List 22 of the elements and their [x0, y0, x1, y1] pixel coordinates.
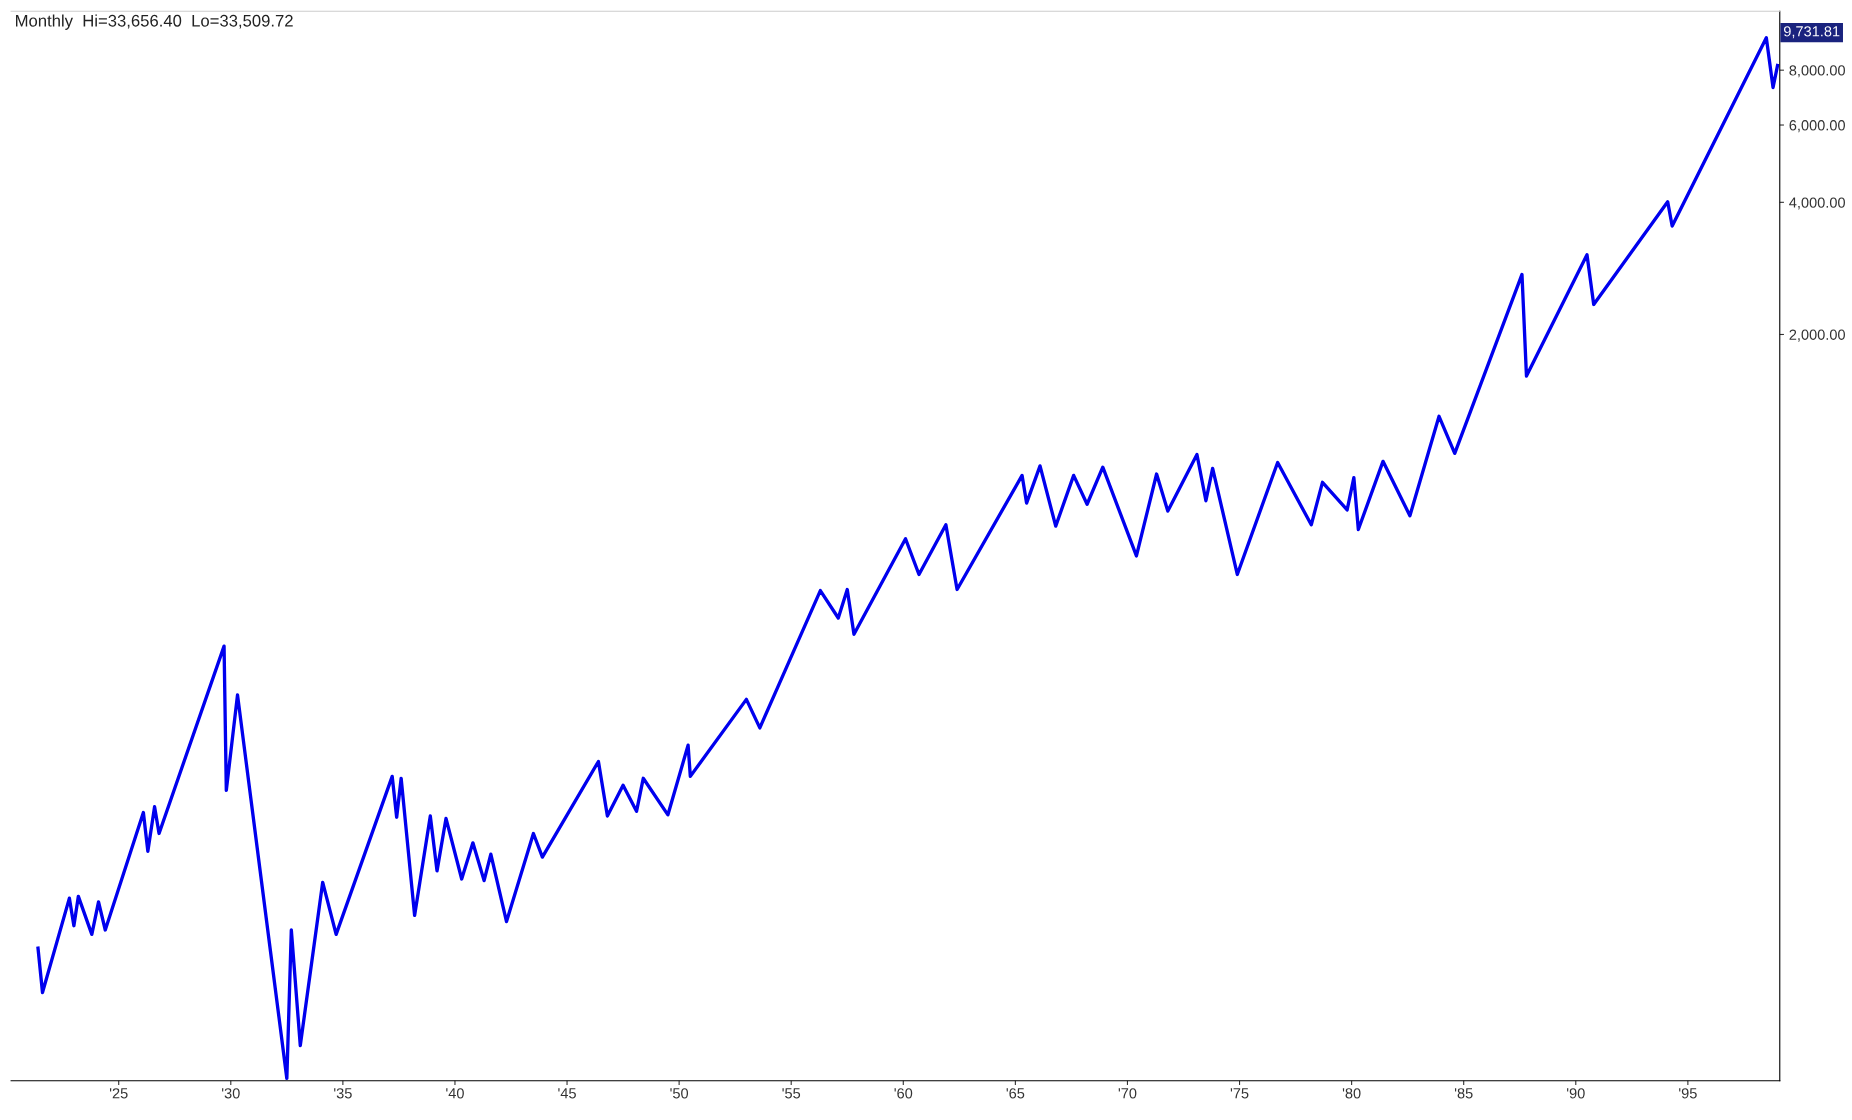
x-tick-label: '95	[1679, 1088, 1697, 1099]
y-tick-label: 2,000.00	[1789, 329, 1845, 342]
chart-title: Monthly Hi=33,656.40 Lo=33,509.72	[16, 14, 293, 30]
x-tick-label: '85	[1454, 1088, 1473, 1099]
y-tick-label: 4,000.00	[1789, 197, 1845, 210]
x-tick-label: '80	[1342, 1088, 1361, 1099]
x-tick-label: '25	[109, 1088, 128, 1099]
x-tick-label: '60	[894, 1088, 913, 1099]
x-tick-label: '45	[558, 1088, 576, 1099]
x-tick-label: '30	[222, 1088, 240, 1099]
x-tick-label: '65	[1006, 1088, 1025, 1099]
x-tick-label: '70	[1118, 1088, 1137, 1099]
x-tick-label: '40	[446, 1088, 464, 1099]
x-tick-label: '90	[1567, 1088, 1585, 1099]
x-tick-label: '75	[1230, 1088, 1249, 1099]
y-tick-label: 8,000.00	[1789, 65, 1845, 78]
x-tick-label: '55	[782, 1088, 801, 1099]
text: 9,731.81	[1783, 26, 1840, 39]
y-tick-label: 6,000.00	[1789, 120, 1845, 133]
x-tick-label: '35	[334, 1088, 352, 1099]
x-tick-label: '50	[670, 1088, 689, 1099]
line-series	[36, 36, 1780, 1081]
